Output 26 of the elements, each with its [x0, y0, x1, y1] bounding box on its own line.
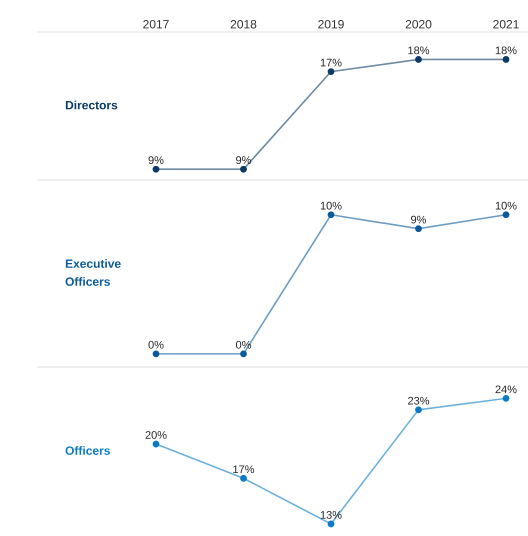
data-label: 24%: [496, 385, 517, 394]
text: Executive Officers: [66, 259, 121, 286]
point: [415, 406, 422, 414]
data-label: 17%: [233, 465, 254, 474]
data-label: 9%: [148, 156, 164, 164]
x-tick-label: 2021: [493, 20, 519, 28]
text: Directors: [66, 100, 118, 110]
data-label: 10%: [320, 202, 342, 210]
data-label: 23%: [408, 396, 430, 405]
data-label: 20%: [146, 431, 167, 439]
text: Officers: [66, 446, 110, 455]
data-label: 9%: [411, 216, 426, 224]
x-tick-label: 2018: [230, 20, 256, 28]
point: [152, 440, 160, 448]
data-label: 10%: [496, 202, 517, 210]
point: [502, 394, 510, 402]
data-label: 18%: [408, 46, 430, 54]
x-tick-label: 2017: [143, 20, 169, 28]
data-label: 18%: [496, 46, 517, 54]
data-label: 17%: [320, 58, 342, 66]
x-tick-label: 2020: [406, 20, 432, 28]
data-label: 9%: [236, 156, 252, 164]
x-tick-label: 2019: [318, 20, 344, 28]
point: [328, 520, 334, 528]
data-label: 0%: [148, 340, 164, 349]
point: [240, 474, 247, 482]
